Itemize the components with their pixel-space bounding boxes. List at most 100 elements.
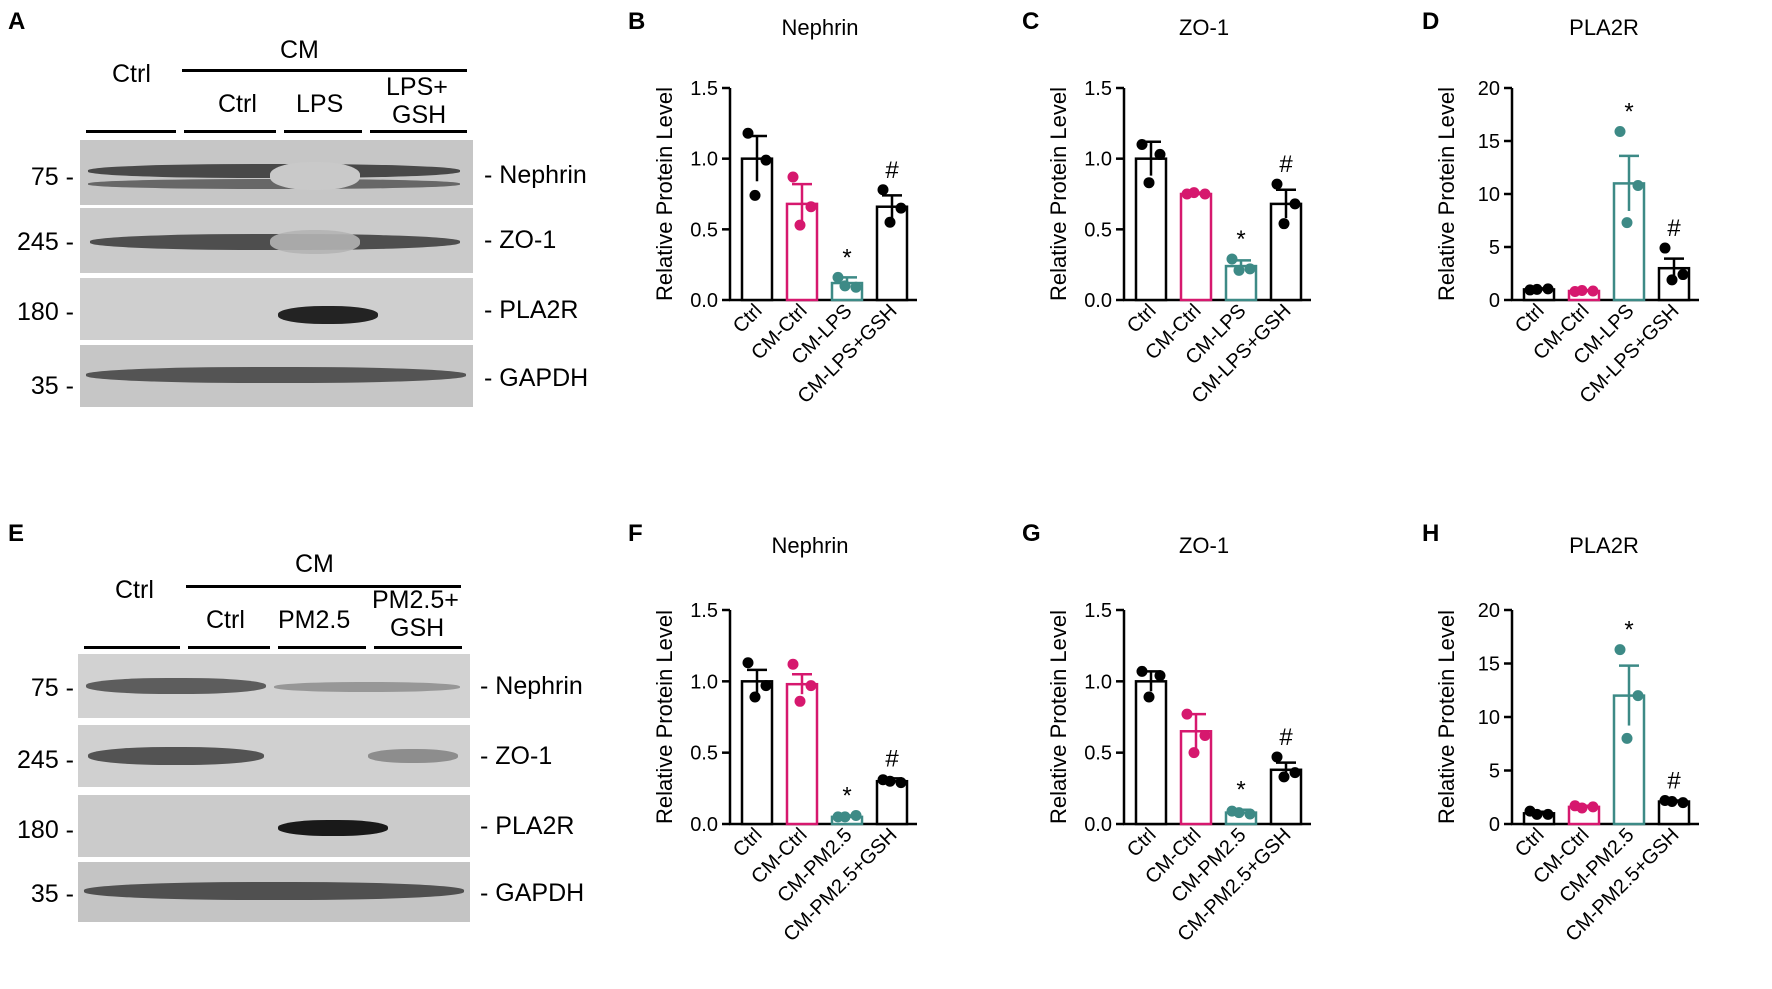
data-point <box>1666 796 1678 808</box>
mw-marker: 75 - <box>30 163 74 191</box>
y-tick-label: 10 <box>1478 707 1500 729</box>
data-point <box>1136 139 1148 151</box>
y-tick-label: 1.0 <box>690 671 718 693</box>
data-point <box>794 695 806 707</box>
y-tick-label: 1.5 <box>690 78 718 100</box>
data-point <box>1233 264 1245 276</box>
lane-line-cm-treat <box>278 646 366 649</box>
lane-line-cm-gsh <box>374 646 462 649</box>
panel-letter-a: A <box>8 8 26 35</box>
data-point <box>1143 691 1155 703</box>
significance-mark: * <box>842 782 851 809</box>
significance-mark: * <box>1236 777 1245 804</box>
chart-title: Nephrin <box>771 533 848 558</box>
y-tick-label: 0 <box>1489 290 1500 312</box>
data-point <box>1542 808 1554 820</box>
data-point <box>1289 767 1301 779</box>
blot-strip-pla2r <box>80 278 473 340</box>
mw-marker: 35 - <box>30 880 74 908</box>
blot-label-pla2r: - PLA2R <box>480 812 575 840</box>
data-point <box>1576 802 1588 814</box>
y-tick-label: 20 <box>1478 78 1500 100</box>
lane-line-ctrl <box>86 130 176 133</box>
data-point <box>1632 690 1644 702</box>
mw-marker: 180 - <box>17 298 74 326</box>
panel-letter-c: C <box>1022 8 1040 35</box>
y-tick-label: 5 <box>1489 761 1500 783</box>
significance-mark: # <box>1279 151 1293 178</box>
western-blot-e: Ctrl CM Ctrl PM2.5 PM2.5+ GSH 75 - - Nep… <box>0 520 620 960</box>
data-point <box>794 219 806 231</box>
y-tick-label: 1.0 <box>1084 671 1112 693</box>
mw-marker: 245 - <box>17 228 74 256</box>
y-tick-label: 20 <box>1478 600 1500 622</box>
blot-group-ctrl-label: Ctrl <box>112 60 151 88</box>
panel-letter-b: B <box>628 8 646 35</box>
chart-f-nephrin: Nephrin Relative Protein Level 0.0 0.5 1.0 1.… <box>652 533 917 946</box>
y-tick-label: 0.0 <box>1084 290 1112 312</box>
significance-mark: # <box>885 157 899 184</box>
blot-label-nephrin: - Nephrin <box>484 161 587 189</box>
significance-mark: * <box>1624 617 1633 644</box>
data-point <box>1136 665 1148 677</box>
data-point <box>1614 644 1626 656</box>
blot-strip-nephrin <box>78 654 470 718</box>
chart-c-zo1: ZO-1 Relative Protein Level 0.0 0.5 1.0 1.5 Ct… <box>1046 15 1311 408</box>
mw-marker: 180 - <box>17 816 74 844</box>
significance-mark: * <box>1236 226 1245 253</box>
bar-ctrl <box>1134 680 1168 826</box>
significance-mark: * <box>842 244 851 271</box>
data-point <box>1621 732 1633 744</box>
chart-title: ZO-1 <box>1179 15 1229 40</box>
chart-b-nephrin: Nephrin Relative Protein Level 0.0 0.5 1.0 1.… <box>652 15 917 408</box>
data-point <box>877 184 889 196</box>
panel-letter-e: E <box>8 520 25 547</box>
blot-strip-zo1 <box>78 725 470 787</box>
blot-group-cm-label: CM <box>280 36 319 64</box>
blot-group-cm-label: CM <box>295 550 334 578</box>
data-point <box>787 658 799 670</box>
data-point <box>850 281 862 293</box>
data-point <box>832 271 844 283</box>
panel-letter-h: H <box>1422 520 1440 547</box>
data-point <box>1677 269 1689 281</box>
y-tick-label: 15 <box>1478 131 1500 153</box>
blot-label-zo1: - ZO-1 <box>480 742 553 770</box>
y-axis-label: Relative Protein Level <box>1434 87 1459 301</box>
y-tick-label: 10 <box>1478 184 1500 206</box>
blot-strip-nephrin <box>80 140 473 205</box>
chart-title: ZO-1 <box>1179 533 1229 558</box>
data-point <box>760 154 772 166</box>
lane-line-cm-gsh <box>370 130 467 133</box>
blot-strip-zo1 <box>80 208 473 273</box>
data-point <box>1289 198 1301 210</box>
y-tick-label: 0.0 <box>690 290 718 312</box>
data-point <box>1278 771 1290 783</box>
blot-group-ctrl-label: Ctrl <box>115 576 154 604</box>
y-axis-label: Relative Protein Level <box>1046 610 1071 824</box>
blot-sub-gsh-label-2: GSH <box>390 614 445 642</box>
blot-label-gapdh: - GAPDH <box>484 364 589 392</box>
data-point <box>1244 808 1256 820</box>
data-point <box>1226 253 1238 265</box>
data-point <box>1271 751 1283 763</box>
chart-g-zo1: ZO-1 Relative Protein Level 0.0 0.5 1.0 1.5 Ct… <box>1046 533 1311 946</box>
blot-label-nephrin: - Nephrin <box>480 672 583 700</box>
lane-line-cm-treat <box>284 130 362 133</box>
blot-sub-treat-label: LPS <box>296 90 344 118</box>
blot-label-pla2r: - PLA2R <box>484 296 579 324</box>
blot-sub-ctrl-label: Ctrl <box>218 90 257 118</box>
x-tick-label: Ctrl <box>729 300 767 338</box>
data-point <box>805 201 817 213</box>
data-point <box>1531 283 1543 295</box>
data-point <box>787 171 799 183</box>
data-point <box>1587 285 1599 297</box>
data-point <box>1154 148 1166 160</box>
y-axis-label: Relative Protein Level <box>1434 610 1459 824</box>
y-axis-label: Relative Protein Level <box>652 87 677 301</box>
data-point <box>1199 188 1211 200</box>
data-point <box>1659 242 1671 254</box>
data-point <box>805 680 817 692</box>
data-point <box>1587 801 1599 813</box>
